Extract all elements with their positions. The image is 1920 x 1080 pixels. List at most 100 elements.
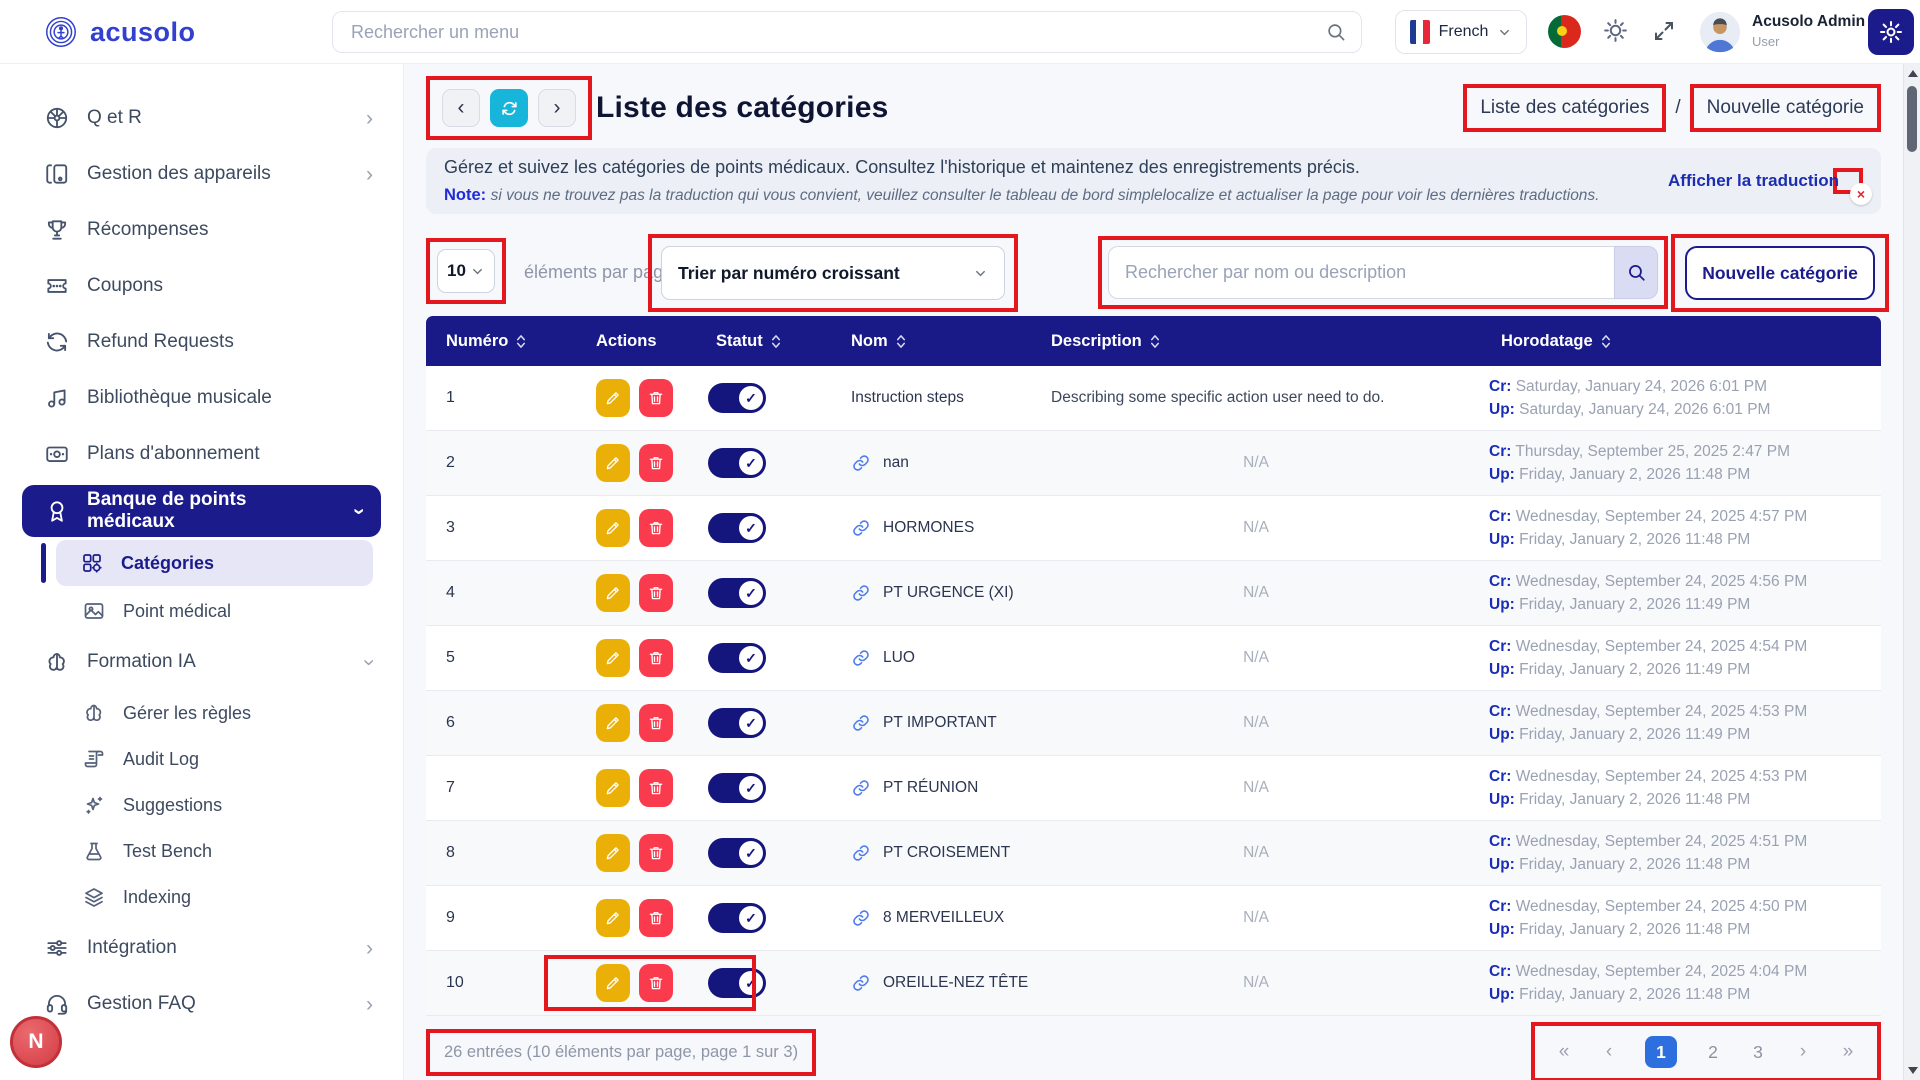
refresh-button[interactable] — [490, 89, 528, 127]
delete-button[interactable] — [639, 379, 673, 417]
updated-label: Up: — [1489, 661, 1515, 678]
column-header[interactable]: Statut — [696, 332, 831, 351]
status-toggle[interactable]: ✓ — [708, 383, 766, 413]
status-toggle[interactable]: ✓ — [708, 903, 766, 933]
edit-button[interactable] — [596, 574, 630, 612]
column-header[interactable]: Nom — [831, 332, 1031, 351]
settings-button[interactable] — [1868, 9, 1914, 55]
status-toggle[interactable]: ✓ — [708, 773, 766, 803]
sidebar-item[interactable]: Gestion des appareils › — [0, 146, 403, 202]
sort-icon[interactable] — [516, 334, 526, 349]
row-name-cell[interactable]: PT IMPORTANT — [831, 713, 1031, 733]
delete-button[interactable] — [639, 834, 673, 872]
status-toggle[interactable]: ✓ — [708, 578, 766, 608]
portugal-flag-icon[interactable] — [1548, 15, 1581, 48]
status-toggle[interactable]: ✓ — [708, 643, 766, 673]
delete-button[interactable] — [639, 704, 673, 742]
first-page-button[interactable]: « — [1558, 1041, 1570, 1062]
menu-search-input[interactable] — [333, 21, 1325, 43]
sort-icon[interactable] — [896, 334, 906, 349]
breadcrumb-current[interactable]: Liste des catégories — [1463, 84, 1667, 132]
row-name-cell[interactable]: nan — [831, 453, 1031, 473]
column-header[interactable]: Description — [1031, 332, 1481, 351]
sidebar-item[interactable]: Catégories — [41, 540, 373, 586]
scrollbar-thumb[interactable] — [1907, 86, 1917, 152]
sidebar-item[interactable]: Test Bench — [0, 828, 403, 874]
fullscreen-icon[interactable] — [1652, 19, 1676, 43]
sidebar-item[interactable]: Suggestions — [0, 782, 403, 828]
last-page-button[interactable]: » — [1842, 1041, 1854, 1062]
row-name-cell[interactable]: LUO — [831, 648, 1031, 668]
sidebar-item[interactable]: Intégration › — [0, 920, 403, 976]
row-name-cell[interactable]: HORMONES — [831, 518, 1031, 538]
delete-button[interactable] — [639, 899, 673, 937]
column-header[interactable]: Horodatage — [1481, 332, 1881, 351]
edit-button[interactable] — [596, 964, 630, 1002]
status-toggle[interactable]: ✓ — [708, 513, 766, 543]
edit-button[interactable] — [596, 379, 630, 417]
delete-button[interactable] — [639, 639, 673, 677]
notification-badge[interactable]: N — [10, 1016, 62, 1068]
delete-button[interactable] — [639, 444, 673, 482]
delete-button[interactable] — [639, 964, 673, 1002]
sidebar-item[interactable]: Point médical — [0, 588, 403, 634]
sidebar-item[interactable]: Banque de points médicaux › — [22, 485, 381, 537]
status-toggle[interactable]: ✓ — [708, 708, 766, 738]
language-selector[interactable]: French — [1395, 10, 1527, 54]
status-toggle[interactable]: ✓ — [708, 968, 766, 998]
edit-button[interactable] — [596, 769, 630, 807]
row-name-cell[interactable]: OREILLE-NEZ TÊTE — [831, 973, 1031, 993]
per-page-select[interactable]: 10 — [437, 249, 495, 293]
sort-select[interactable]: Trier par numéro croissant — [661, 246, 1005, 300]
sidebar-item[interactable]: Coupons — [0, 258, 403, 314]
sort-icon[interactable] — [1150, 334, 1160, 349]
next-page-button[interactable]: › — [1799, 1041, 1807, 1062]
edit-button[interactable] — [596, 509, 630, 547]
sort-icon[interactable] — [1601, 334, 1611, 349]
column-header[interactable]: Actions — [576, 332, 696, 351]
edit-button[interactable] — [596, 444, 630, 482]
row-name-cell[interactable]: PT RÉUNION — [831, 778, 1031, 798]
row-name-cell[interactable]: PT URGENCE (XI) — [831, 583, 1031, 603]
prev-page-button[interactable]: ‹ — [1605, 1041, 1613, 1062]
back-button[interactable]: ‹ — [442, 89, 480, 127]
vertical-scrollbar[interactable] — [1903, 64, 1920, 1080]
sidebar-item[interactable]: Gérer les règles — [0, 690, 403, 736]
app-logo[interactable]: acusolo — [42, 13, 196, 51]
sidebar-item[interactable]: Plans d'abonnement — [0, 426, 403, 482]
sort-icon[interactable] — [771, 334, 781, 349]
sidebar-item[interactable]: Indexing — [0, 874, 403, 920]
table-search-input[interactable] — [1108, 246, 1614, 299]
breadcrumb-new-category[interactable]: Nouvelle catégorie — [1689, 84, 1881, 132]
table-search-button[interactable] — [1614, 246, 1658, 299]
edit-button[interactable] — [596, 639, 630, 677]
edit-button[interactable] — [596, 834, 630, 872]
new-category-button[interactable]: Nouvelle catégorie — [1685, 246, 1875, 300]
page-button[interactable]: 2 — [1708, 1041, 1718, 1062]
row-name-cell[interactable]: 8 MERVEILLEUX — [831, 908, 1031, 928]
theme-sun-icon[interactable] — [1602, 17, 1629, 44]
sidebar-item[interactable]: Gestion FAQ › — [0, 976, 403, 1032]
sidebar-item[interactable]: Bibliothèque musicale — [0, 370, 403, 426]
delete-button[interactable] — [639, 509, 673, 547]
user-avatar[interactable] — [1698, 10, 1742, 54]
column-header[interactable]: Numéro — [426, 332, 576, 351]
sidebar-item[interactable]: Audit Log — [0, 736, 403, 782]
sidebar-item[interactable]: Formation IA › — [0, 634, 403, 690]
sidebar-item[interactable]: Récompenses — [0, 202, 403, 258]
edit-button[interactable] — [596, 899, 630, 937]
page-button[interactable]: 3 — [1753, 1041, 1763, 1062]
status-toggle[interactable]: ✓ — [708, 448, 766, 478]
delete-button[interactable] — [639, 769, 673, 807]
scroll-up-arrow[interactable] — [1908, 70, 1918, 77]
edit-button[interactable] — [596, 704, 630, 742]
delete-button[interactable] — [639, 574, 673, 612]
sidebar-item[interactable]: Refund Requests — [0, 314, 403, 370]
row-name-cell[interactable]: Instruction steps — [831, 389, 1031, 407]
page-button[interactable]: 1 — [1645, 1036, 1677, 1068]
status-toggle[interactable]: ✓ — [708, 838, 766, 868]
scroll-down-arrow[interactable] — [1908, 1067, 1918, 1074]
forward-button[interactable]: › — [538, 89, 576, 127]
sidebar-item[interactable]: Q et R › — [0, 90, 403, 146]
row-name-cell[interactable]: PT CROISEMENT — [831, 843, 1031, 863]
